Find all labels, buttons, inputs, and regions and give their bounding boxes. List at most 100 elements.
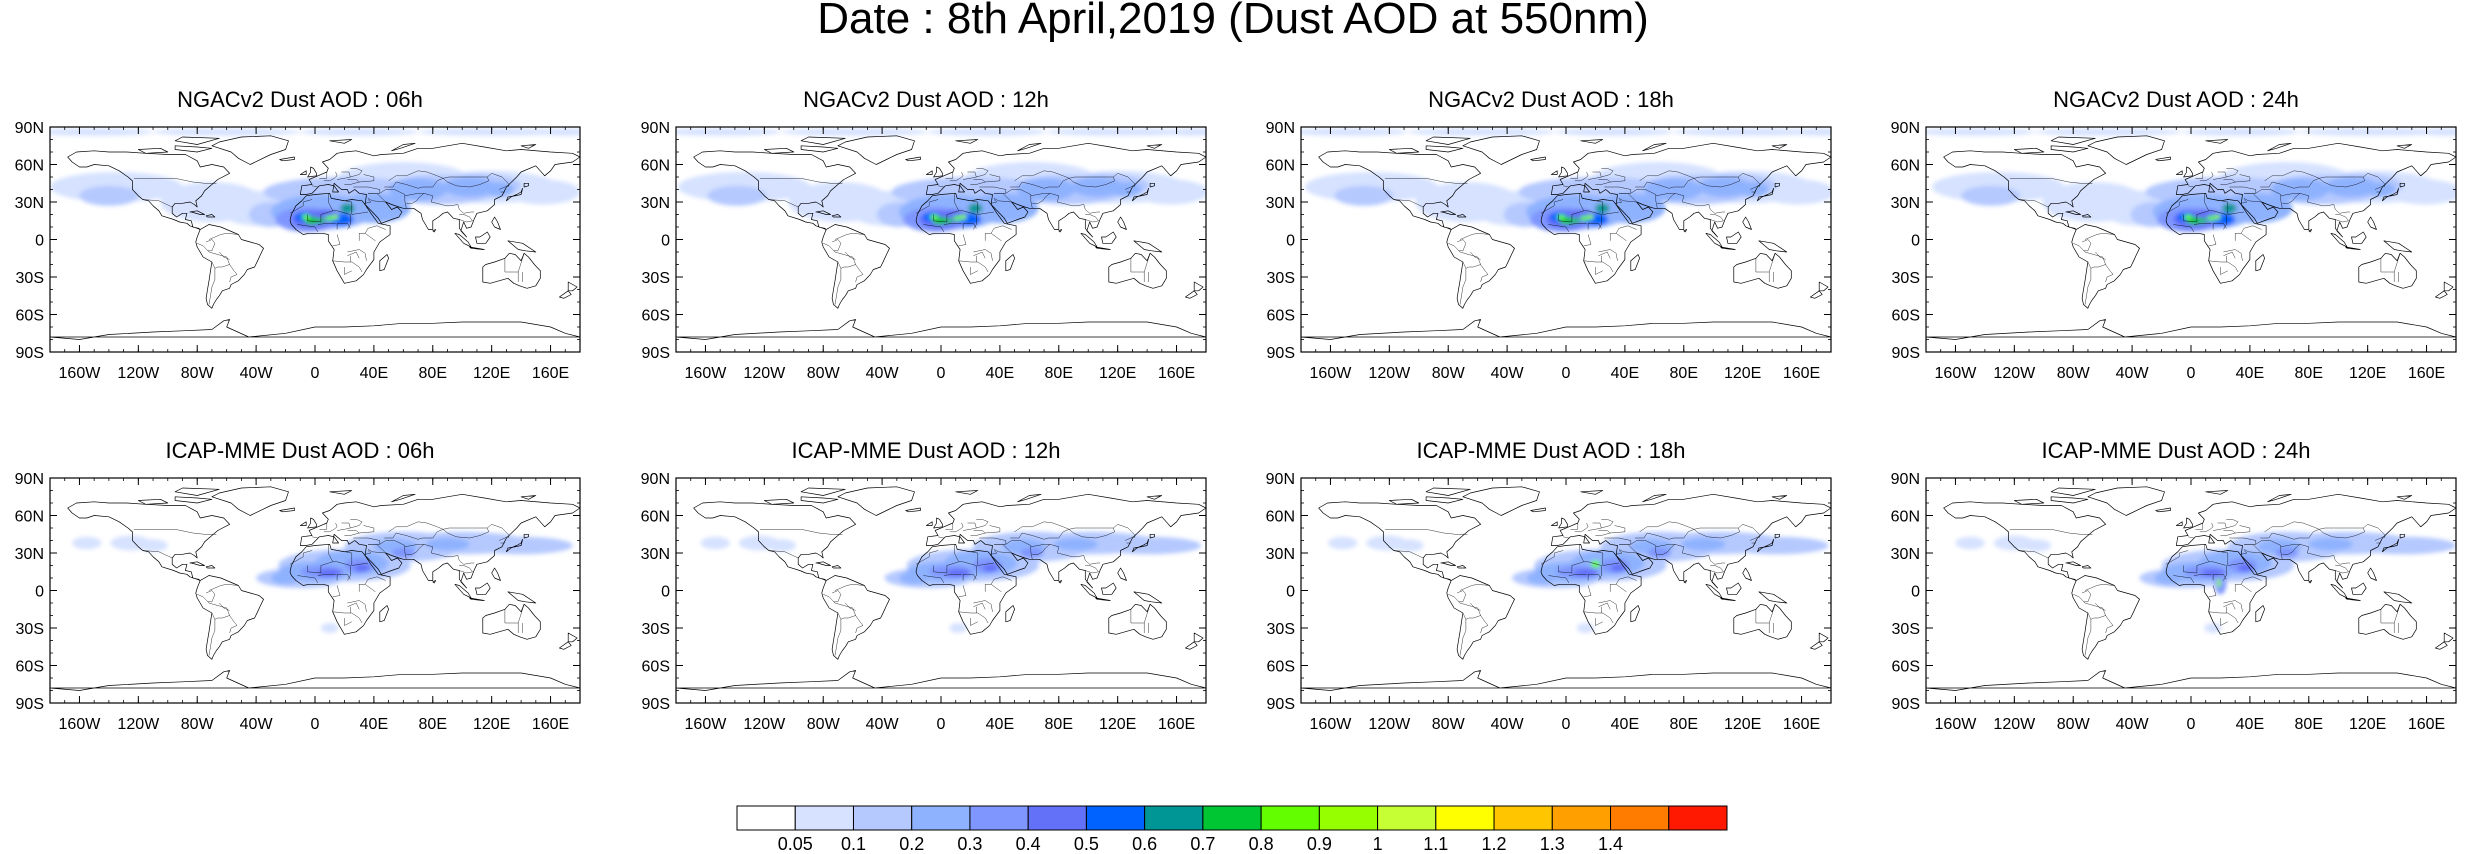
coastline (67, 501, 230, 581)
border (768, 550, 799, 559)
border (442, 527, 489, 539)
aod-blob (388, 178, 448, 201)
coastline (676, 670, 1206, 691)
coastline (1456, 214, 1467, 218)
aod-blob (2182, 128, 2300, 136)
coastline (469, 597, 485, 601)
border (344, 267, 352, 275)
lon-tick-label: 80W (2057, 365, 2091, 382)
coastline (1017, 142, 1042, 152)
borders (759, 168, 1151, 305)
coastline (2383, 240, 2413, 253)
border (943, 574, 962, 576)
coastline (50, 670, 580, 691)
border (2335, 214, 2349, 223)
border (423, 544, 458, 557)
coastline (1810, 641, 1823, 650)
lon-tick-label: 40W (240, 365, 274, 382)
border (2199, 171, 2214, 181)
map-frame (49, 126, 581, 353)
coastline (1550, 170, 1558, 175)
panel-title: ICAP-MME Dust AOD : 18h (1416, 438, 1686, 463)
coastline (137, 498, 169, 505)
coastline (933, 166, 943, 178)
coastline (2382, 187, 2399, 202)
aod-blob (1053, 538, 1099, 551)
lat-tick-label: 30S (1267, 621, 1295, 638)
coastline (559, 290, 572, 299)
border (2165, 550, 2189, 565)
coastline (1642, 493, 1667, 503)
lon-tick-label: 160E (2408, 365, 2445, 382)
lon-tick-label: 80E (1670, 365, 1698, 382)
panel-title: ICAP-MME Dust AOD : 06h (165, 438, 435, 463)
coastline (2175, 521, 2183, 526)
lon-tick-label: 80E (1670, 716, 1698, 733)
aod-field (50, 128, 580, 232)
border (2318, 527, 2365, 539)
aod-blob (354, 564, 370, 572)
border (388, 521, 510, 539)
border (938, 185, 944, 188)
border (1540, 550, 1564, 565)
coastline (469, 246, 485, 250)
border (2208, 234, 2217, 246)
aod-blob (1580, 215, 1590, 221)
coastline (1058, 229, 1063, 233)
border (945, 523, 953, 530)
border (2280, 193, 2301, 204)
lon-tick-label: 120E (1099, 716, 1136, 733)
lat-tick-label: 60S (1892, 659, 1920, 676)
coastline (189, 561, 205, 566)
border (994, 544, 1012, 554)
lon-tick-label: 0 (311, 716, 320, 733)
aod-blob (1926, 128, 2035, 136)
aod-blob (960, 214, 967, 220)
border (1570, 172, 1578, 179)
aod-field (1955, 531, 2456, 633)
coastline (506, 538, 523, 553)
aod-blob (1587, 214, 1594, 220)
coastline (831, 214, 842, 218)
border (344, 618, 352, 626)
lon-tick-label: 0 (937, 716, 946, 733)
lon-tick-label: 120E (1724, 365, 1761, 382)
coastline (693, 150, 856, 230)
border (364, 225, 386, 234)
border (368, 193, 386, 203)
aod-blob (138, 539, 168, 552)
border (289, 199, 313, 214)
aod-blob (332, 214, 339, 220)
border (823, 594, 864, 634)
coastline (1771, 144, 1788, 149)
coastline (1058, 580, 1063, 584)
coastline (1301, 670, 1831, 691)
border (2195, 523, 2203, 530)
lon-tick-label: 80W (807, 716, 841, 733)
aod-blob (2198, 218, 2208, 224)
coastline (763, 147, 795, 154)
coastline (1720, 597, 1736, 601)
colorbar-label: 0.4 (1016, 834, 1041, 854)
aod-field (72, 531, 573, 633)
coastline (815, 561, 831, 566)
map-panel: NGACv2 Dust AOD : 12h 160W 120W 80W 40W 0 40E 8… (626, 88, 1226, 388)
coastline (491, 567, 501, 581)
border (1085, 214, 1099, 223)
border (1130, 604, 1151, 624)
coastline (1683, 580, 1688, 584)
coastline (1733, 603, 1792, 640)
border (958, 260, 989, 273)
lat-tick-label: 30S (1892, 621, 1920, 638)
border (1639, 521, 1761, 539)
border (312, 185, 318, 188)
border (1639, 170, 1761, 188)
colorbar-swatch (969, 805, 1029, 831)
border (1457, 590, 1467, 602)
border (219, 251, 230, 260)
border (2243, 198, 2262, 203)
border (949, 522, 964, 532)
border (2255, 540, 2283, 560)
aod-blob (983, 564, 998, 572)
border (945, 172, 953, 179)
